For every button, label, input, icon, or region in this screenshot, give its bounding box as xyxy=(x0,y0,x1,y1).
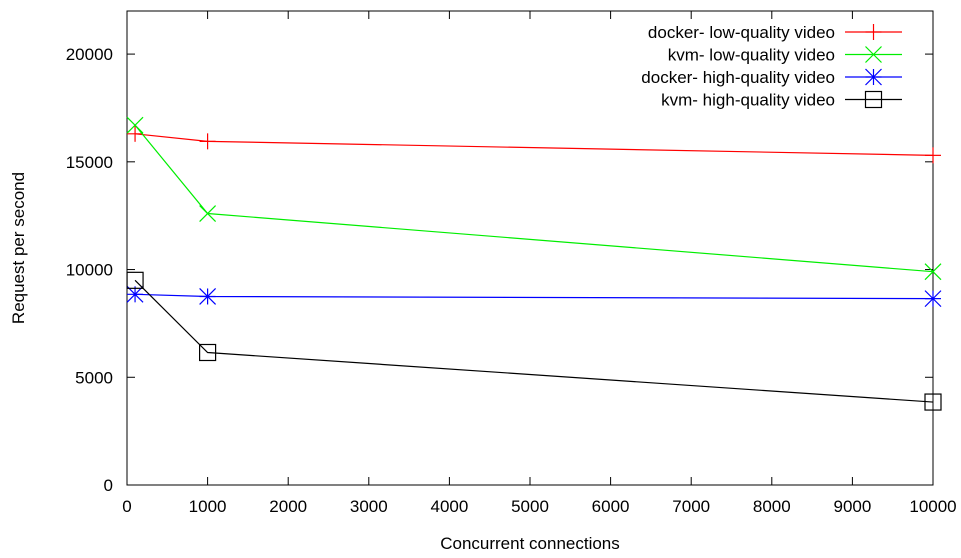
axes: 0 1000 2000 3000 4000 5000 6000 7000 8000 9000 100… xyxy=(66,11,957,516)
x-tick-label: 7000 xyxy=(672,497,710,516)
legend-item: docker- high-quality video xyxy=(641,68,902,87)
legend-item: docker- low-quality video xyxy=(648,23,902,42)
y-tick-label: 10000 xyxy=(66,261,113,280)
point-marker xyxy=(126,271,144,289)
point-marker xyxy=(199,343,217,362)
point-marker xyxy=(924,290,942,308)
x-tick-label: 10000 xyxy=(909,497,956,516)
legend-label: kvm- high-quality video xyxy=(661,91,835,110)
series-3 xyxy=(126,271,942,411)
point-marker xyxy=(199,205,217,222)
point-marker xyxy=(865,68,882,86)
x-tick-label: 0 xyxy=(122,497,131,516)
legend-item: kvm- low-quality video xyxy=(668,46,902,65)
x-tick-label: 8000 xyxy=(753,497,791,516)
series-line xyxy=(135,293,934,300)
point-marker xyxy=(864,90,883,109)
series-line xyxy=(134,133,934,156)
x-tick-label: 6000 xyxy=(592,497,630,516)
series-line xyxy=(134,279,934,403)
y-axis-label: Request per second xyxy=(9,172,28,324)
x-tick-label: 3000 xyxy=(350,497,388,516)
point-marker xyxy=(925,147,941,164)
point-marker xyxy=(126,116,144,134)
point-marker xyxy=(127,125,144,142)
series-2 xyxy=(126,285,942,308)
point-marker xyxy=(126,285,144,303)
x-tick-label: 4000 xyxy=(430,497,468,516)
legend-label: docker- low-quality video xyxy=(648,23,835,42)
x-tick-label: 9000 xyxy=(833,497,871,516)
x-tick-label: 1000 xyxy=(189,497,227,516)
y-tick-label: 15000 xyxy=(66,153,113,172)
series-lines xyxy=(126,116,942,411)
point-marker xyxy=(865,46,882,63)
y-tick-label: 20000 xyxy=(66,45,113,64)
legend-label: docker- high-quality video xyxy=(641,68,835,87)
point-marker xyxy=(865,24,882,40)
series-0 xyxy=(127,125,941,164)
series-1 xyxy=(126,116,942,281)
point-marker xyxy=(924,393,942,411)
y-tick-label: 0 xyxy=(104,476,113,495)
legend: docker- low-quality video kvm- low-qualit… xyxy=(641,23,902,110)
y-tick-label: 5000 xyxy=(75,368,113,387)
point-marker xyxy=(199,133,216,150)
x-axis-label: Concurrent connections xyxy=(440,534,620,553)
x-tick-label: 5000 xyxy=(511,497,549,516)
point-marker xyxy=(924,263,942,281)
legend-label: kvm- low-quality video xyxy=(668,46,835,65)
point-marker xyxy=(199,288,217,305)
legend-item: kvm- high-quality video xyxy=(661,91,902,110)
x-tick-label: 2000 xyxy=(269,497,307,516)
